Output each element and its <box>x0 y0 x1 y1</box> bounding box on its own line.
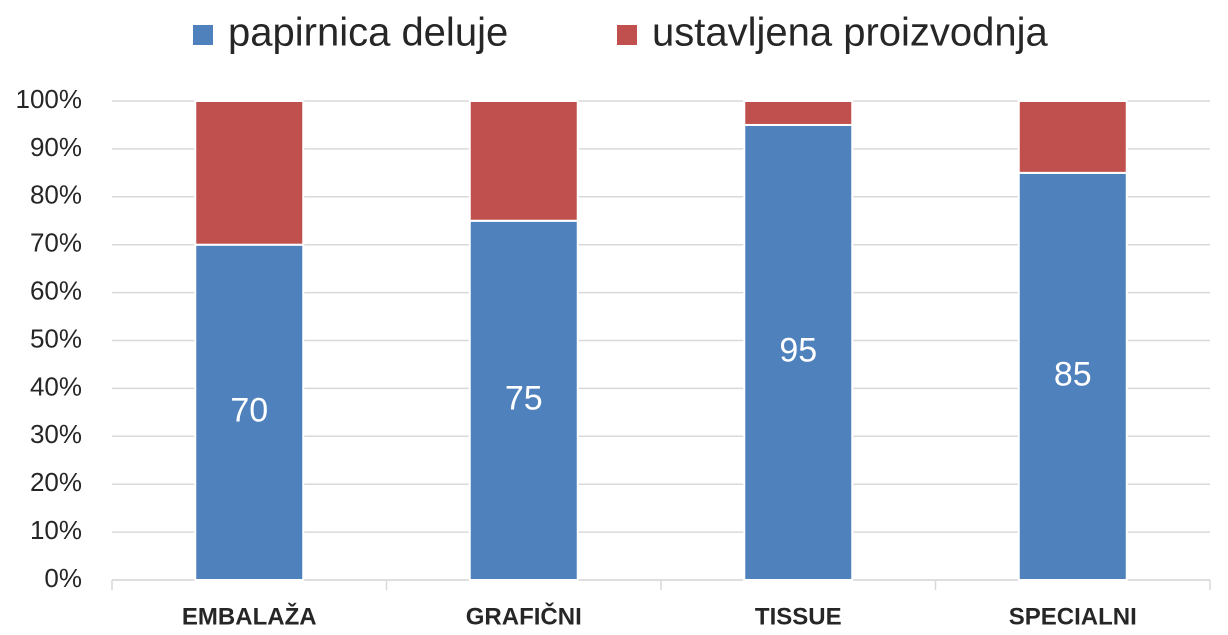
y-tick-label: 60% <box>30 275 82 305</box>
y-tick-label: 80% <box>30 180 82 210</box>
x-tick-label: EMBALAŽA <box>182 602 317 630</box>
bar-segment <box>743 123 854 581</box>
bar-segment <box>194 243 305 581</box>
bar-segment <box>194 100 305 246</box>
bar-segment <box>743 100 854 126</box>
bar-segment <box>1017 171 1128 581</box>
legend-label: papirnica deluje <box>228 11 508 55</box>
x-tick-label: GRAFIČNI <box>466 602 582 630</box>
legend-swatch <box>193 25 213 45</box>
bar-segment <box>468 219 579 581</box>
y-tick-label: 50% <box>30 323 82 353</box>
y-tick-label: 30% <box>30 419 82 449</box>
data-label: 95 <box>779 331 817 369</box>
y-tick-label: 90% <box>30 132 82 162</box>
data-label: 75 <box>505 379 543 417</box>
y-tick-label: 70% <box>30 228 82 258</box>
y-tick-label: 100% <box>16 84 83 114</box>
data-label: 85 <box>1054 355 1092 393</box>
legend-label: ustavljena proizvodnja <box>652 11 1049 55</box>
x-tick-label: SPECIALNI <box>1009 603 1137 630</box>
x-tick-label: TISSUE <box>755 603 842 630</box>
data-label: 70 <box>230 391 268 429</box>
y-tick-label: 40% <box>30 371 82 401</box>
legend-swatch <box>617 25 637 45</box>
y-tick-label: 10% <box>30 515 82 545</box>
y-tick-label: 0% <box>44 563 82 593</box>
y-tick-label: 20% <box>30 467 82 497</box>
bar-segment <box>1017 100 1128 174</box>
bar-segment <box>468 100 579 222</box>
